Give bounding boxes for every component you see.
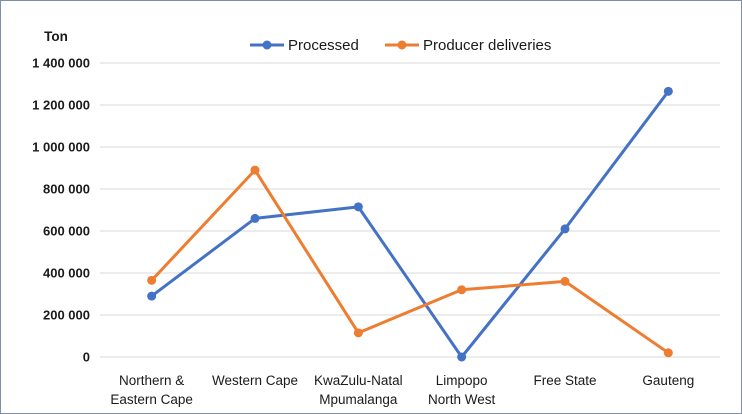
data-point xyxy=(250,213,260,223)
y-tick-label: 800 000 xyxy=(43,182,90,197)
y-tick-label: 1 400 000 xyxy=(32,56,90,71)
x-category-label: KwaZulu-Natal Mpumalanga xyxy=(314,373,403,407)
legend: Processed Producer deliveries xyxy=(250,37,551,54)
data-point xyxy=(147,275,157,285)
data-point xyxy=(560,224,570,234)
y-tick-label: 600 000 xyxy=(43,224,90,239)
y-axis-unit-label: Ton xyxy=(44,29,68,44)
x-category-label: Limpopo North West xyxy=(428,373,496,407)
legend-marker xyxy=(397,40,407,50)
legend-label: Processed xyxy=(288,37,359,54)
data-point xyxy=(457,285,467,295)
x-category-label: Western Cape xyxy=(212,373,298,388)
series-layer xyxy=(147,86,673,362)
legend-label: Producer deliveries xyxy=(423,37,551,54)
data-point xyxy=(663,86,673,96)
data-point xyxy=(560,276,570,286)
x-category-label: Northern & Eastern Cape xyxy=(110,373,193,407)
data-point xyxy=(353,328,363,338)
y-tick-label: 1 000 000 xyxy=(32,140,90,155)
data-point xyxy=(250,165,260,175)
series-1 xyxy=(147,165,673,358)
series-line xyxy=(150,168,670,355)
y-tick-label: 200 000 xyxy=(43,308,90,323)
y-tick-label: 0 xyxy=(83,350,90,365)
y-tick-label: 400 000 xyxy=(43,266,90,281)
data-point xyxy=(147,291,157,301)
y-axis-tick-labels: 0 200 000 400 000 600 000 800 000 1 000 000 1 … xyxy=(32,56,90,365)
data-point xyxy=(353,202,363,212)
gridlines xyxy=(100,62,720,358)
x-axis-category-labels: Northern & Eastern Cape Western Cape KwaZul… xyxy=(110,373,694,407)
series-line xyxy=(150,90,670,359)
series-0 xyxy=(147,86,673,362)
x-category-label: Gauteng xyxy=(642,373,694,388)
y-tick-label: 1 200 000 xyxy=(32,98,90,113)
x-category-label: Free State xyxy=(533,373,596,388)
data-point xyxy=(663,348,673,358)
data-point xyxy=(457,352,467,362)
legend-marker xyxy=(262,40,272,50)
